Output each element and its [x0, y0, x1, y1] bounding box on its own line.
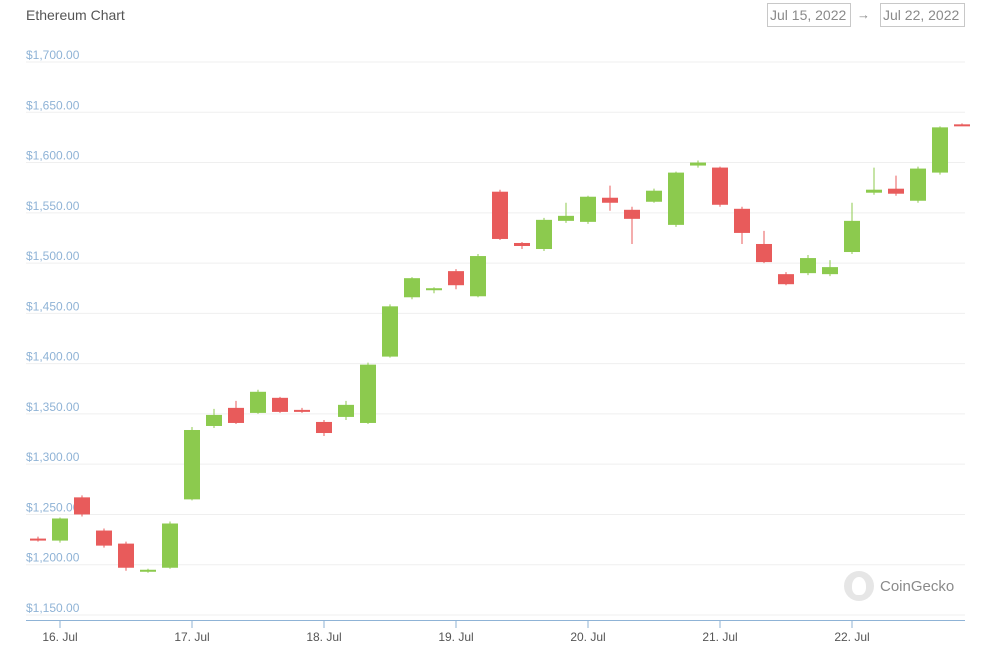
- candle-down: [602, 197, 618, 203]
- coingecko-watermark: CoinGecko: [844, 571, 954, 601]
- candle-up: [162, 523, 178, 568]
- candle-up: [250, 391, 266, 413]
- candle-down: [96, 530, 112, 546]
- y-tick-label: $1,650.00: [26, 98, 80, 112]
- x-tick-label: 17. Jul: [174, 630, 209, 644]
- coingecko-logo-icon: [844, 571, 874, 601]
- x-tick-label: 19. Jul: [438, 630, 473, 644]
- candle-up: [52, 518, 68, 541]
- y-tick-label: $1,200.00: [26, 551, 80, 565]
- candle-up: [910, 168, 926, 201]
- candle-up: [184, 429, 200, 500]
- candle-up: [536, 219, 552, 250]
- candle-down: [888, 188, 904, 194]
- candle-up: [822, 267, 838, 275]
- candle-up: [800, 258, 816, 274]
- y-tick-label: $1,250.00: [26, 500, 80, 514]
- candle-down: [514, 242, 530, 246]
- candle-up: [338, 404, 354, 417]
- candle-down: [954, 124, 970, 127]
- candle-down: [448, 271, 464, 286]
- y-tick-label: $1,150.00: [26, 601, 80, 615]
- candle-down: [74, 497, 90, 515]
- candle-down: [294, 409, 310, 412]
- candle-down: [712, 167, 728, 205]
- x-axis: 16. Jul 17. Jul 18. Jul 19. Jul 20. Jul 21. J…: [26, 620, 965, 644]
- y-tick-label: $1,300.00: [26, 450, 80, 464]
- candle-up: [426, 288, 442, 291]
- chart-title: Ethereum Chart: [26, 7, 125, 23]
- candle-up: [360, 364, 376, 423]
- candle-down: [756, 243, 772, 263]
- candle-up: [866, 189, 882, 193]
- candle-down: [272, 397, 288, 412]
- candle-up: [844, 220, 860, 253]
- y-tick-label: $1,550.00: [26, 199, 80, 213]
- candle-down: [228, 407, 244, 423]
- candle-down: [492, 191, 508, 239]
- y-tick-label: $1,350.00: [26, 400, 80, 414]
- y-tick-label: $1,500.00: [26, 249, 80, 263]
- arrow-right-icon: →: [857, 7, 870, 22]
- y-tick-label: $1,450.00: [26, 299, 80, 313]
- y-tick-label: $1,600.00: [26, 149, 80, 163]
- candles: [30, 123, 970, 573]
- candle-up: [206, 414, 222, 426]
- x-tick-label: 18. Jul: [306, 630, 341, 644]
- candle-down: [118, 543, 134, 568]
- candle-down: [778, 274, 794, 285]
- candle-down: [624, 209, 640, 219]
- x-tick-label: 21. Jul: [702, 630, 737, 644]
- candle-up: [558, 215, 574, 221]
- candle-up: [140, 569, 156, 572]
- candle-up: [580, 196, 596, 222]
- x-tick-label: 20. Jul: [570, 630, 605, 644]
- date-to-input[interactable]: Jul 22, 2022: [880, 3, 965, 27]
- candle-up: [646, 190, 662, 202]
- y-axis-ticks: $1,700.00 $1,650.00 $1,600.00 $1,550.00 $1,5…: [26, 48, 80, 615]
- y-tick-label: $1,400.00: [26, 350, 80, 364]
- candle-down: [30, 538, 46, 541]
- candle-down: [316, 421, 332, 434]
- x-tick-label: 22. Jul: [834, 630, 869, 644]
- candle-up: [470, 256, 486, 297]
- candle-up: [932, 127, 948, 173]
- x-tick-label: 16. Jul: [42, 630, 77, 644]
- candle-up: [404, 278, 420, 298]
- date-from-input[interactable]: Jul 15, 2022: [767, 3, 851, 27]
- candle-down: [734, 208, 750, 233]
- candle-up: [668, 172, 684, 225]
- candle-up: [690, 162, 706, 166]
- y-tick-label: $1,700.00: [26, 48, 80, 62]
- watermark-text: CoinGecko: [880, 577, 955, 595]
- candle-up: [382, 306, 398, 357]
